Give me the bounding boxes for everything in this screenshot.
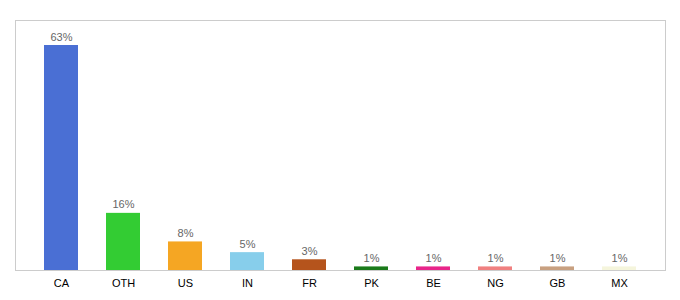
svg-text:NG: NG xyxy=(487,277,504,289)
svg-text:US: US xyxy=(178,277,193,289)
svg-text:63%: 63% xyxy=(50,31,72,43)
svg-text:3%: 3% xyxy=(302,245,318,257)
svg-text:PK: PK xyxy=(364,277,379,289)
svg-text:BE: BE xyxy=(426,277,441,289)
svg-text:1%: 1% xyxy=(550,252,566,264)
svg-text:CA: CA xyxy=(54,277,70,289)
svg-text:1%: 1% xyxy=(426,252,442,264)
svg-text:16%: 16% xyxy=(112,198,134,210)
svg-text:5%: 5% xyxy=(240,238,256,250)
svg-text:GB: GB xyxy=(550,277,566,289)
svg-text:IN: IN xyxy=(242,277,253,289)
svg-text:1%: 1% xyxy=(488,252,504,264)
svg-text:8%: 8% xyxy=(178,227,194,239)
svg-text:1%: 1% xyxy=(364,252,380,264)
svg-text:MX: MX xyxy=(611,277,628,289)
svg-text:1%: 1% xyxy=(612,252,628,264)
svg-text:FR: FR xyxy=(302,277,317,289)
svg-text:OTH: OTH xyxy=(112,277,135,289)
